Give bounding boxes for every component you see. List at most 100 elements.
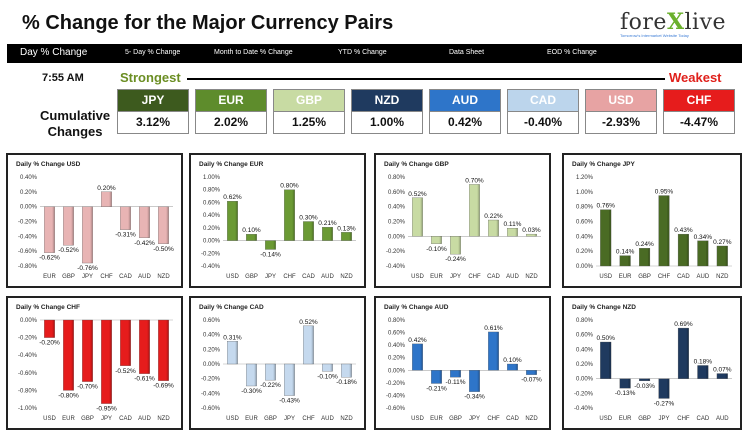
tab-month-to-date-change[interactable]: Month to Date % Change (214, 49, 293, 56)
x-tick-label: CAD (119, 274, 132, 280)
y-tick-label: -0.20% (18, 336, 38, 342)
pair-name: GBP (273, 89, 345, 112)
x-tick-label: USD (43, 416, 56, 422)
x-tick-label: EUR (245, 416, 258, 422)
bar (101, 319, 112, 404)
y-tick-label: -0.60% (386, 406, 406, 412)
chart-panel: Daily % Change AUD 0.80% 0.60% 0.40% 0.20% 0.… (374, 296, 551, 430)
data-label: -0.42% (134, 240, 155, 247)
y-tick-label: 0.80% (388, 175, 406, 181)
pair-name: AUD (429, 89, 501, 112)
y-tick-label: -0.20% (18, 220, 38, 226)
data-label: 0.18% (694, 358, 713, 365)
data-label: -0.11% (445, 379, 465, 386)
y-tick-label: 0.60% (388, 190, 406, 196)
chart-title: Daily % Change JPY (572, 161, 635, 168)
y-tick-label: -0.40% (386, 393, 406, 399)
data-label: -0.30% (241, 388, 262, 395)
pair-box-chf: CHF -4.47% (663, 89, 735, 134)
bar (488, 331, 499, 371)
data-label: -0.80% (58, 392, 79, 399)
pair-name: USD (585, 89, 657, 112)
x-tick-label: GBP (449, 416, 462, 422)
data-label: 0.27% (713, 239, 732, 246)
tab-data-sheet[interactable]: Data Sheet (449, 49, 485, 56)
y-tick-label: -0.40% (574, 406, 594, 412)
y-tick-label: 0.20% (388, 220, 406, 226)
bar (139, 319, 150, 374)
pair-box-eur: EUR 2.02% (195, 89, 267, 134)
data-label: -0.76% (77, 265, 98, 272)
data-label: 0.80% (280, 183, 299, 190)
x-tick-label: AUD (697, 274, 710, 280)
data-label: 0.03% (522, 227, 541, 234)
data-label: -0.52% (115, 368, 136, 375)
pair-value: 1.25% (273, 112, 345, 134)
forexlive-logo[interactable]: foreXlive Tomorrow's Intermarket Website… (620, 9, 740, 41)
bar (507, 363, 518, 371)
data-label: -0.24% (445, 256, 466, 263)
bar (507, 228, 518, 237)
data-label: 0.50% (596, 335, 615, 342)
pair-value: 0.42% (429, 112, 501, 134)
data-label: 0.62% (223, 194, 242, 201)
data-label: 0.07% (713, 367, 732, 374)
y-tick-label: 1.00% (203, 175, 221, 181)
chart-panel: Daily % Change GBP 0.80% 0.60% 0.40% 0.20% 0.… (374, 153, 551, 288)
x-tick-label: AUD (321, 274, 334, 280)
tab-eod-change[interactable]: EOD % Change (547, 49, 597, 56)
x-tick-label: CHF (487, 416, 500, 422)
bar (526, 370, 537, 375)
pair-value: 3.12% (117, 112, 189, 134)
bar (82, 319, 93, 382)
data-label: -0.20% (39, 340, 60, 347)
y-tick-label: 0.20% (203, 347, 221, 353)
chart-panel: Daily % Change NZD 0.80% 0.60% 0.40% 0.20% 0.… (562, 296, 742, 430)
bar-chart: 0.60% 0.40% 0.20% 0.00% -0.20% -0.40% -0.60% 0.… (201, 318, 357, 422)
bar-chart: 0.00%-0.20%-0.40%-0.60%-0.80%-1.00%-0.20… (18, 318, 174, 422)
bar (265, 363, 276, 381)
y-tick-label: 0.20% (576, 362, 594, 368)
y-tick-label: 1.20% (576, 175, 594, 181)
x-tick-label: EUR (430, 416, 443, 422)
weakest-label: Weakest (669, 70, 722, 85)
tab-ytd-change[interactable]: YTD % Change (338, 49, 387, 56)
bar (677, 327, 689, 379)
x-tick-label: CHF (283, 274, 296, 280)
bar (341, 363, 352, 378)
page-header: % Change for the Major Currency Pairs fo… (0, 0, 749, 44)
x-tick-label: CHF (302, 416, 315, 422)
x-tick-label: USD (226, 274, 239, 280)
pair-value: 1.00% (351, 112, 423, 134)
x-tick-label: CAD (697, 416, 710, 422)
bar (450, 370, 461, 378)
x-tick-label: GBP (245, 274, 258, 280)
y-tick-label: 0.40% (20, 175, 38, 181)
tab-day-change[interactable]: Day % Change (20, 47, 88, 58)
y-tick-label: 1.00% (576, 190, 594, 196)
chart-title: Daily % Change CHF (16, 304, 80, 311)
x-tick-label: JPY (265, 274, 276, 280)
strength-divider (187, 78, 665, 80)
chart-title: Daily % Change NZD (572, 304, 636, 311)
x-tick-label: USD (599, 274, 612, 280)
tab-5-day-change[interactable]: 5- Day % Change (125, 49, 181, 56)
pair-name: JPY (117, 89, 189, 112)
bar (450, 236, 461, 255)
y-tick-label: 0.20% (20, 190, 38, 196)
x-tick-label: CAD (677, 274, 690, 280)
pair-name: CHF (663, 89, 735, 112)
y-tick-label: -0.40% (18, 353, 38, 359)
x-tick-label: GBP (638, 274, 651, 280)
y-tick-label: -0.40% (201, 391, 221, 397)
y-tick-label: 0.60% (388, 331, 406, 337)
x-tick-label: NZD (157, 416, 170, 422)
bar (63, 319, 74, 391)
x-tick-label: GBP (81, 416, 94, 422)
y-tick-label: 0.80% (388, 318, 406, 324)
data-label: 0.31% (223, 334, 242, 341)
y-tick-label: 0.60% (203, 318, 221, 324)
chart-title: Daily % Change GBP (384, 161, 449, 168)
y-tick-label: 0.20% (203, 226, 221, 232)
y-tick-label: 0.20% (388, 356, 406, 362)
